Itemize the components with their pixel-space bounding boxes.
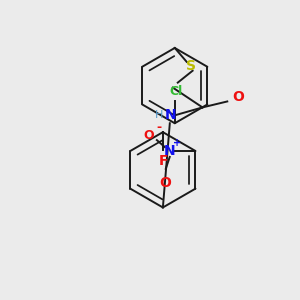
Text: N: N xyxy=(165,108,177,122)
Text: O: O xyxy=(144,129,154,142)
Text: H: H xyxy=(154,110,163,120)
Text: Cl: Cl xyxy=(169,85,182,98)
Text: O: O xyxy=(232,91,244,104)
Text: +: + xyxy=(172,138,181,148)
Text: -: - xyxy=(156,121,161,134)
Text: O: O xyxy=(159,176,171,190)
Text: S: S xyxy=(186,59,196,73)
Text: N: N xyxy=(164,144,176,158)
Text: F: F xyxy=(159,154,169,168)
